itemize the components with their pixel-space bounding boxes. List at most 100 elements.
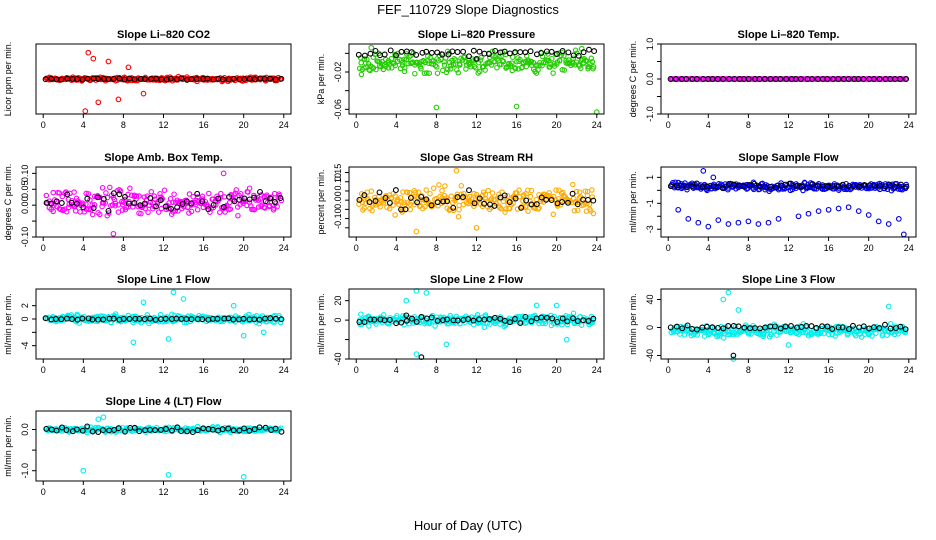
data-point	[366, 323, 372, 329]
data-point	[589, 187, 595, 193]
data-point	[576, 189, 583, 195]
data-point	[504, 193, 511, 199]
y-tick-label: -0.02	[333, 62, 343, 83]
data-point	[705, 223, 712, 230]
data-point	[578, 65, 584, 72]
x-tick-label: 20	[239, 365, 249, 375]
data-point	[106, 315, 113, 322]
data-point	[415, 189, 422, 196]
data-point	[500, 58, 507, 65]
data-point	[795, 213, 802, 220]
data-point	[372, 198, 379, 204]
data-point	[174, 204, 181, 211]
data-point	[751, 180, 758, 187]
data-point	[392, 51, 398, 58]
data-point	[433, 104, 440, 111]
data-point	[266, 202, 273, 209]
x-tick-label: 16	[199, 487, 209, 497]
data-point	[538, 194, 545, 201]
x-tick-label: 16	[512, 243, 522, 253]
data-point	[236, 196, 243, 203]
data-point	[418, 65, 424, 72]
data-point	[428, 314, 435, 321]
data-point	[398, 199, 404, 205]
data-point	[403, 317, 410, 324]
data-point	[667, 183, 674, 190]
data-point	[413, 51, 420, 58]
data-point	[528, 201, 535, 208]
y-tick-label: 40	[645, 294, 655, 304]
data-point	[381, 51, 388, 58]
data-point	[559, 315, 566, 322]
data-point	[271, 199, 278, 205]
data-point	[200, 76, 207, 82]
data-point	[454, 67, 460, 73]
x-tick-label: 0	[354, 365, 359, 375]
data-point	[403, 312, 410, 319]
data-point	[256, 424, 263, 431]
data-point	[870, 76, 877, 82]
data-point	[501, 48, 508, 55]
data-point	[226, 193, 233, 200]
data-point	[235, 212, 241, 219]
data-point	[845, 204, 852, 211]
data-point	[588, 55, 595, 62]
data-point	[590, 65, 596, 72]
data-point	[460, 194, 466, 201]
data-point	[145, 209, 151, 216]
data-point	[590, 210, 597, 217]
panel-9: Slope Line 3 Flow ml/min per min. 0 4 8 12 16 2…	[628, 274, 917, 375]
y-axis-label: ml/min per min.	[628, 293, 638, 355]
data-point	[367, 316, 374, 323]
data-point	[693, 76, 700, 82]
data-point	[412, 189, 419, 196]
y-tick-label: -40	[333, 352, 343, 365]
data-point	[432, 62, 439, 69]
data-point	[132, 315, 139, 322]
data-point	[376, 189, 383, 196]
data-point	[217, 209, 223, 216]
y-tick-label: 1.0	[645, 38, 655, 51]
data-point	[428, 49, 435, 56]
data-point	[454, 317, 461, 324]
x-tick-label: 0	[41, 487, 46, 497]
x-tick-label: 0	[41, 243, 46, 253]
data-point	[465, 316, 472, 323]
data-point	[448, 62, 454, 69]
data-point	[241, 425, 248, 432]
data-point	[43, 192, 50, 199]
y-tick-label: -0.10	[333, 208, 343, 229]
data-point	[115, 209, 122, 215]
data-point	[251, 426, 258, 433]
x-tick-label: 12	[158, 365, 168, 375]
x-tick-label: 4	[706, 120, 711, 130]
data-point	[73, 426, 80, 433]
data-point	[745, 76, 752, 82]
x-tick-label: 12	[471, 365, 481, 375]
data-point	[517, 320, 524, 327]
data-point	[809, 181, 816, 187]
data-point	[554, 318, 561, 325]
data-point	[112, 202, 118, 209]
x-tick-label: 0	[354, 120, 359, 130]
data-point	[95, 416, 102, 423]
data-point	[273, 200, 279, 207]
data-point	[561, 67, 568, 73]
data-point	[476, 48, 483, 55]
data-point	[48, 75, 55, 82]
data-point	[65, 204, 72, 211]
data-point	[130, 339, 137, 346]
data-point	[563, 336, 570, 343]
data-point	[361, 205, 367, 211]
data-point	[398, 319, 405, 326]
data-point	[272, 425, 279, 432]
data-point	[401, 56, 408, 63]
data-point	[730, 329, 737, 335]
panel-10: Slope Line 4 (LT) Flow ml/min per min. 0 4 8…	[3, 396, 292, 497]
data-point	[394, 313, 400, 319]
data-point	[204, 75, 211, 82]
data-point	[491, 202, 498, 209]
data-point	[162, 203, 169, 210]
data-point	[574, 207, 581, 213]
data-point	[267, 75, 274, 82]
